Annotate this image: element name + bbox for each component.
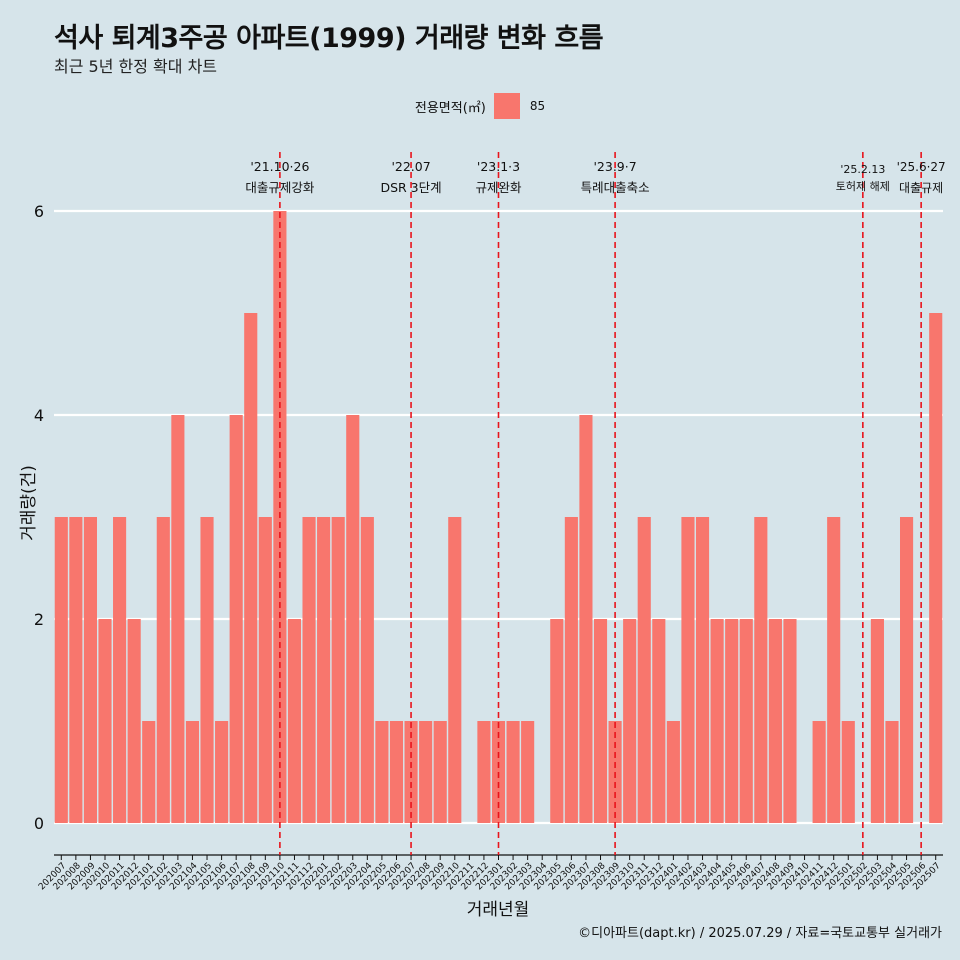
legend: 전용면적(㎡) 85 — [0, 93, 960, 119]
bar — [725, 619, 739, 823]
annotation-label: 대출규제 — [899, 181, 943, 195]
bar — [593, 619, 608, 823]
annotation-label: 특례대출축소 — [581, 180, 650, 195]
annotation-date: '25.2.13 — [840, 163, 885, 176]
bar — [331, 517, 345, 823]
bar — [681, 517, 695, 823]
annotation-label: DSR 3단계 — [380, 180, 441, 195]
bar — [477, 721, 491, 823]
bar — [783, 619, 797, 823]
legend-label: 85 — [529, 99, 546, 113]
chart-title: 석사 퇴계3주공 아파트(1999) 거래량 변화 흐름 — [54, 23, 604, 54]
bar — [710, 619, 724, 823]
y-axis-title: 거래량(건) — [19, 465, 39, 541]
bar — [579, 415, 593, 823]
bar — [419, 721, 433, 823]
bar — [287, 619, 302, 823]
bar — [215, 721, 229, 823]
bar — [69, 517, 83, 823]
bar — [98, 619, 112, 823]
caption: ©디아파트(dapt.kr) / 2025.07.29 / 자료=국토교통부 실… — [578, 926, 942, 941]
bar — [827, 517, 841, 823]
legend-swatch — [493, 93, 520, 119]
chart-subtitle: 최근 5년 한정 확대 차트 — [54, 57, 218, 76]
bar — [841, 721, 855, 823]
bar — [652, 619, 666, 823]
annotation-date: '21.10·26 — [250, 159, 309, 174]
bar — [885, 721, 899, 823]
x-axis-title: 거래년월 — [467, 900, 530, 920]
bar — [113, 517, 127, 823]
bar — [550, 619, 564, 823]
bar — [54, 517, 68, 823]
bar — [375, 721, 389, 823]
bar — [244, 313, 258, 823]
bar — [200, 517, 214, 823]
bar — [302, 517, 316, 823]
bar — [637, 517, 651, 823]
bar — [506, 721, 520, 823]
bar — [156, 517, 170, 823]
bar — [229, 415, 243, 823]
bar — [360, 517, 374, 823]
annotation-label: 대출규제강화 — [245, 180, 315, 195]
bar — [812, 721, 826, 823]
bar — [185, 721, 200, 823]
bar — [870, 619, 884, 823]
y-tick-label: 0 — [34, 814, 44, 833]
bar — [258, 517, 272, 823]
annotation-label: 토허제 해제 — [836, 179, 890, 193]
bar — [433, 721, 447, 823]
annotation-date: '23.1·3 — [477, 159, 520, 174]
bar — [171, 415, 185, 823]
bar — [142, 721, 156, 823]
bar — [127, 619, 141, 823]
bar — [346, 415, 360, 823]
bar — [564, 517, 578, 823]
bar — [521, 721, 535, 823]
bar — [83, 517, 97, 823]
bar — [754, 517, 768, 823]
y-tick-label: 4 — [34, 406, 44, 425]
bar — [666, 721, 680, 823]
legend-title: 전용면적(㎡) — [414, 100, 486, 116]
bar — [768, 619, 782, 823]
bar — [448, 517, 462, 823]
bar — [929, 313, 943, 823]
annotation-date: '25.6·27 — [897, 160, 946, 174]
bar — [623, 619, 637, 823]
bar — [317, 517, 331, 823]
y-tick-label: 6 — [34, 202, 44, 221]
annotation-date: '23.9·7 — [593, 159, 636, 174]
bar — [695, 517, 710, 823]
bar — [739, 619, 753, 823]
annotation-label: 규제완화 — [475, 180, 522, 195]
annotation-date: '22.07 — [391, 159, 430, 174]
bar — [900, 517, 914, 823]
y-tick-label: 2 — [34, 610, 44, 629]
bar — [389, 721, 404, 823]
